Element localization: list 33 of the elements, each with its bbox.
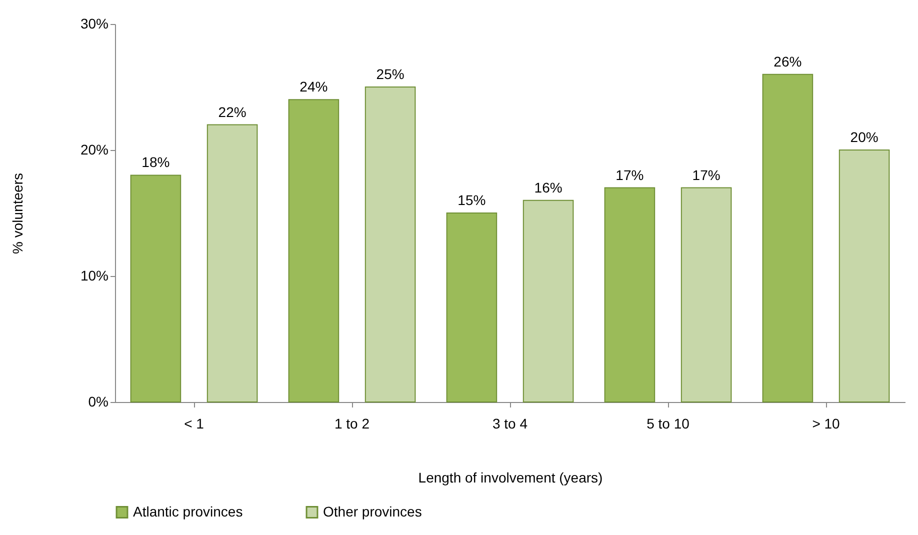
data-label: 17%: [616, 166, 644, 183]
y-tick-label: 30%: [80, 16, 108, 32]
bar: [206, 124, 258, 402]
x-tick-label: 5 to 10: [646, 416, 690, 432]
data-label: 18%: [142, 154, 170, 170]
data-label: 26%: [774, 53, 802, 70]
x-tick-label: 3 to 4: [492, 416, 528, 432]
bar: [838, 150, 890, 402]
x-tick-label: < 1: [184, 416, 204, 432]
y-tick-label: 10%: [80, 268, 108, 284]
data-label: 17%: [692, 166, 720, 183]
x-tick-label: 1 to 2: [334, 416, 370, 432]
data-label: 20%: [850, 129, 878, 145]
bar: [604, 187, 656, 402]
bar: [762, 74, 814, 402]
y-tick-label: 0%: [88, 394, 108, 410]
legend-label: Atlantic provinces: [133, 503, 243, 520]
bar: [130, 174, 182, 402]
bar: [522, 200, 574, 402]
y-tick-label: 20%: [80, 142, 108, 158]
data-label: 16%: [534, 179, 562, 196]
data-label: 24%: [300, 78, 328, 95]
data-label: 22%: [218, 104, 246, 120]
bar: [680, 187, 732, 402]
x-axis-title: Length of involvement (years): [418, 470, 603, 486]
bar: [364, 86, 416, 402]
x-tick-label: > 10: [812, 416, 840, 432]
data-label: 25%: [376, 66, 404, 82]
legend-label: Other provinces: [323, 503, 422, 520]
bar: [446, 212, 498, 402]
y-axis-title: % volunteers: [9, 173, 26, 254]
data-label: 15%: [458, 192, 486, 208]
bar: [288, 99, 340, 402]
